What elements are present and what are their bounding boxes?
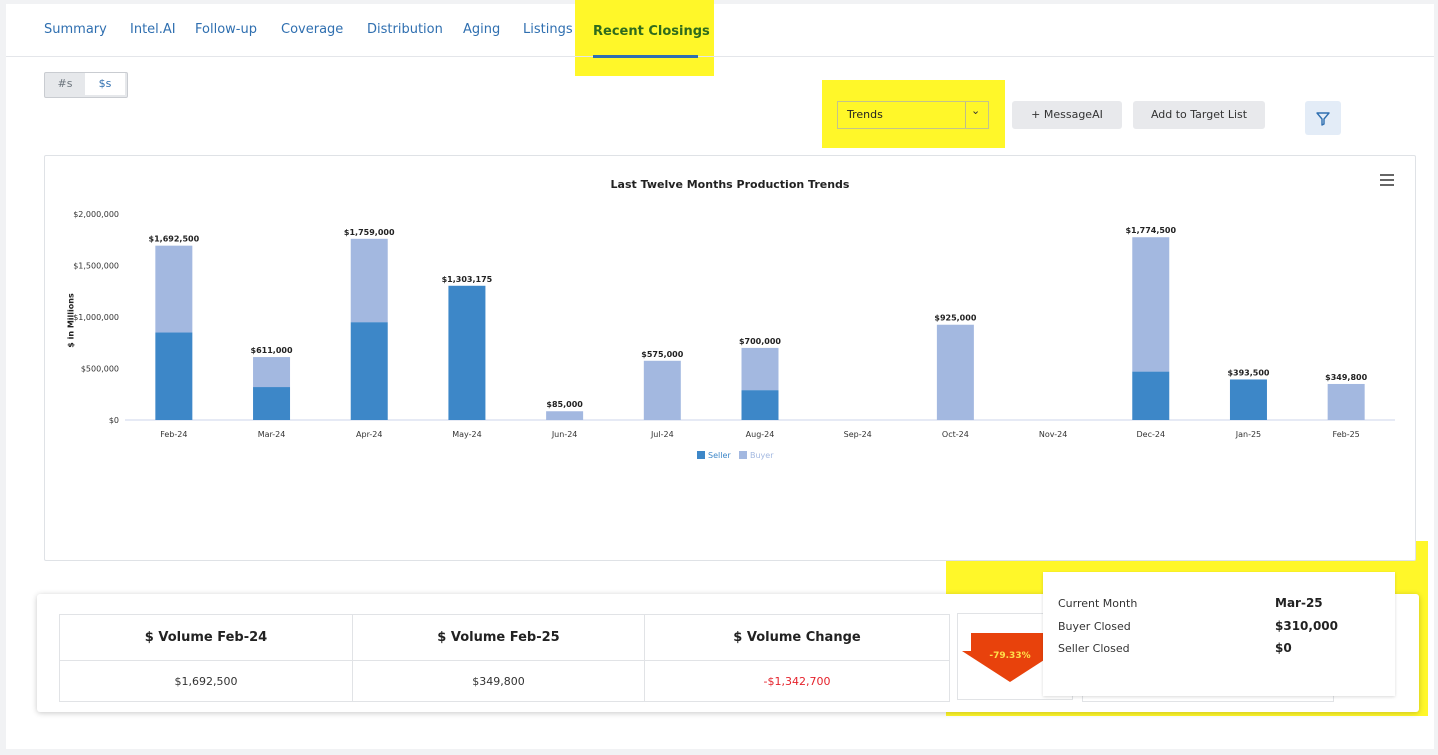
tooltip-value-seller: $0	[1275, 641, 1292, 655]
bar-seller	[1229, 379, 1267, 420]
tab-distribution[interactable]: Distribution	[367, 22, 443, 37]
volume-stats-table: $ Volume Feb-24 $ Volume Feb-25 $ Volume…	[59, 614, 950, 702]
y-tick-label: $1,000,000	[73, 313, 119, 322]
tab-follow-up[interactable]: Follow-up	[195, 22, 257, 37]
x-tick-label: Mar-24	[258, 430, 286, 439]
stats-value-curr: $349,800	[352, 660, 645, 702]
bar-buyer	[350, 238, 388, 323]
message-ai-button[interactable]: + MessageAI	[1012, 101, 1122, 129]
tab-intel-ai[interactable]: Intel.AI	[130, 22, 176, 37]
tab-aging[interactable]: Aging	[463, 22, 501, 37]
count-dollar-toggle: #s $s	[44, 72, 128, 98]
tab-recent-closings[interactable]: Recent Closings	[593, 24, 710, 39]
stats-value-row: $1,692,500 $349,800 -$1,342,700	[59, 660, 950, 702]
bar-buyer	[253, 357, 291, 388]
tooltip-label-buyer: Buyer Closed	[1058, 620, 1131, 633]
bar-seller	[253, 387, 291, 420]
bar-total-label: $85,000	[546, 400, 583, 409]
tab-summary[interactable]: Summary	[44, 22, 107, 37]
down-arrow-icon: -79.33%	[962, 633, 1058, 682]
x-tick-label: May-24	[452, 430, 481, 439]
x-tick-label: Jun-24	[551, 430, 578, 439]
x-tick-label: Feb-24	[160, 430, 187, 439]
tab-listings[interactable]: Listings	[523, 22, 573, 37]
toggle-counts[interactable]: #s	[57, 77, 73, 90]
legend-swatch-buyer	[739, 451, 747, 459]
bar-seller	[155, 332, 193, 420]
recent-closings-page: Summary Intel.AI Follow-up Coverage Dist…	[6, 0, 1434, 749]
tooltip-label-seller: Seller Closed	[1058, 642, 1130, 655]
y-tick-label: $2,000,000	[73, 210, 119, 219]
x-tick-label: Jan-25	[1235, 430, 1261, 439]
stats-header-change: $ Volume Change	[644, 614, 950, 661]
bar-total-label: $349,800	[1325, 373, 1367, 382]
tooltip-value-month: Mar-25	[1275, 596, 1323, 610]
x-tick-label: Jul-24	[650, 430, 674, 439]
bar-buyer	[155, 245, 193, 333]
chevron-down-icon: ⌄	[971, 104, 981, 117]
bar-seller	[1132, 371, 1170, 420]
tooltip-value-buyer: $310,000	[1275, 619, 1339, 633]
bar-buyer	[936, 324, 974, 420]
bar-total-label: $575,000	[641, 350, 683, 359]
chart-panel: Last Twelve Months Production Trends $ i…	[44, 155, 1416, 561]
view-select[interactable]: Trends ⌄	[837, 101, 989, 129]
tooltip-label-month: Current Month	[1058, 597, 1138, 610]
bar-total-label: $700,000	[739, 337, 781, 346]
bar-buyer	[741, 347, 779, 391]
bar-total-label: $1,303,175	[442, 275, 493, 284]
legend-label-buyer: Buyer	[750, 451, 774, 460]
x-tick-label: Dec-24	[1136, 430, 1165, 439]
stats-value-prev: $1,692,500	[59, 660, 353, 702]
tab-bar: Summary Intel.AI Follow-up Coverage Dist…	[6, 4, 1434, 57]
bar-total-label: $611,000	[251, 346, 293, 355]
bar-seller	[350, 322, 388, 420]
bar-buyer	[1132, 237, 1170, 372]
stats-header-row: $ Volume Feb-24 $ Volume Feb-25 $ Volume…	[59, 614, 950, 661]
chart-menu-icon[interactable]	[1380, 174, 1394, 189]
production-trends-chart: $0 $500,000 $1,000,000 $1,500,000 $2,000,000…	[73, 210, 1395, 460]
filter-button[interactable]	[1305, 101, 1341, 135]
legend-label-seller: Seller	[708, 451, 731, 460]
bar-seller	[741, 390, 779, 420]
bar-total-label: $1,774,500	[1125, 226, 1176, 235]
filter-icon	[1316, 112, 1330, 126]
x-tick-label: Feb-25	[1333, 430, 1360, 439]
bar-total-label: $1,692,500	[149, 235, 200, 244]
bar-buyer	[1327, 383, 1365, 420]
bar-total-label: $1,759,000	[344, 228, 395, 237]
bar-buyer	[643, 360, 681, 420]
stats-header-curr: $ Volume Feb-25	[352, 614, 645, 661]
bar-seller	[448, 285, 486, 420]
legend-swatch-seller	[697, 451, 705, 459]
select-divider	[965, 102, 966, 128]
y-tick-label: $500,000	[81, 365, 119, 374]
bar-total-label: $925,000	[934, 314, 976, 323]
y-tick-label: $1,500,000	[73, 262, 119, 271]
x-tick-label: Sep-24	[844, 430, 872, 439]
stats-header-prev: $ Volume Feb-24	[59, 614, 353, 661]
x-tick-label: Nov-24	[1039, 430, 1067, 439]
toggle-dollars[interactable]: $s	[85, 73, 125, 95]
bar-buyer	[546, 411, 584, 420]
view-select-value: Trends	[847, 108, 883, 121]
stats-value-change: -$1,342,700	[644, 660, 950, 702]
x-tick-label: Oct-24	[942, 430, 969, 439]
x-tick-label: Aug-24	[746, 430, 775, 439]
y-tick-label: $0	[109, 416, 119, 425]
chart-title: Last Twelve Months Production Trends	[610, 178, 850, 191]
tab-highlight	[575, 0, 714, 76]
add-to-target-list-button[interactable]: Add to Target List	[1133, 101, 1265, 129]
bar-total-label: $393,500	[1227, 368, 1269, 377]
percent-change-value: -79.33%	[989, 651, 1030, 661]
x-tick-label: Apr-24	[356, 430, 382, 439]
tab-coverage[interactable]: Coverage	[281, 22, 344, 37]
chart-tooltip: Current Month Mar-25 Buyer Closed $310,0…	[1043, 572, 1395, 696]
active-tab-indicator	[593, 55, 698, 58]
